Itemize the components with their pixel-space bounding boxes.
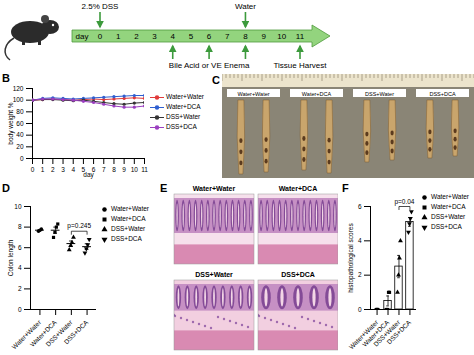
svg-text:120: 120 xyxy=(13,85,24,92)
svg-text:1: 1 xyxy=(41,166,45,173)
svg-text:Water+Water: Water+Water xyxy=(193,185,236,192)
svg-text:0: 0 xyxy=(98,32,103,41)
svg-text:0: 0 xyxy=(358,306,362,313)
svg-text:5: 5 xyxy=(189,32,194,41)
svg-text:0: 0 xyxy=(18,306,22,313)
html-text:DSS+DCA: DSS+DCA xyxy=(166,123,197,130)
html-text:C: C xyxy=(212,74,220,86)
html-text:Water+Water: Water+Water xyxy=(431,193,469,200)
svg-text:6: 6 xyxy=(91,166,96,174)
svg-text:11: 11 xyxy=(141,166,148,173)
svg-text:40: 40 xyxy=(16,131,24,138)
svg-text:9: 9 xyxy=(261,32,266,41)
svg-text:10: 10 xyxy=(131,166,139,173)
svg-text:Tissue Harvest: Tissue Harvest xyxy=(273,61,327,70)
svg-text:2: 2 xyxy=(134,32,139,41)
svg-text:Water: Water xyxy=(235,2,256,11)
html-text:DSS+Water: DSS+Water xyxy=(111,225,146,232)
svg-text:80: 80 xyxy=(16,108,24,115)
svg-text:6: 6 xyxy=(207,32,212,41)
svg-text:day: day xyxy=(76,32,89,41)
html-text:Water+Water: Water+Water xyxy=(166,93,204,100)
svg-text:2.5% DSS: 2.5% DSS xyxy=(82,2,119,11)
svg-text:7: 7 xyxy=(225,32,230,41)
svg-text:0: 0 xyxy=(20,155,24,162)
svg-text:6: 6 xyxy=(358,203,362,210)
svg-text:100: 100 xyxy=(13,96,24,103)
html-text:F: F xyxy=(342,182,349,194)
svg-text:4: 4 xyxy=(358,237,362,244)
html-text:Water+DCA: Water+DCA xyxy=(111,215,146,222)
svg-text:DSS+Water: DSS+Water xyxy=(195,271,233,278)
html-text:D: D xyxy=(2,182,10,194)
svg-text:Water+Water: Water+Water xyxy=(347,318,380,351)
svg-text:9: 9 xyxy=(122,166,126,173)
svg-text:p=0.04: p=0.04 xyxy=(394,198,414,206)
html-text:B: B xyxy=(2,72,10,84)
svg-text:6: 6 xyxy=(18,244,22,251)
svg-text:2: 2 xyxy=(51,166,55,173)
html-text:E: E xyxy=(160,182,168,194)
svg-text:Colon length: Colon length xyxy=(7,239,15,276)
svg-text:0: 0 xyxy=(31,166,35,173)
svg-text:11: 11 xyxy=(296,32,305,41)
svg-text:DSS+DCA: DSS+DCA xyxy=(429,91,455,97)
html-text:DSS+Water: DSS+Water xyxy=(166,113,201,120)
svg-text:DSS+Water: DSS+Water xyxy=(365,91,394,97)
svg-text:DSS+Water: DSS+Water xyxy=(372,318,402,348)
svg-text:2: 2 xyxy=(18,285,22,292)
svg-text:Water+DCA: Water+DCA xyxy=(360,318,391,348)
html-text:DSS+DCA: DSS+DCA xyxy=(431,223,462,230)
svg-text:Water+DCA: Water+DCA xyxy=(28,318,58,348)
html-text:Water+Water: Water+Water xyxy=(111,205,149,212)
svg-text:7: 7 xyxy=(102,166,106,173)
svg-text:Water+Water: Water+Water xyxy=(237,91,269,97)
svg-text:DSS+DCA: DSS+DCA xyxy=(281,271,315,278)
html-text:Water+DCA: Water+DCA xyxy=(166,103,201,110)
svg-text:p=0.245: p=0.245 xyxy=(67,222,91,230)
svg-text:DSS+DCA: DSS+DCA xyxy=(385,318,412,345)
html-text:DSS+DCA: DSS+DCA xyxy=(111,235,142,242)
svg-text:10: 10 xyxy=(277,32,286,41)
svg-text:Water+DCA: Water+DCA xyxy=(279,185,317,192)
svg-text:1: 1 xyxy=(116,32,121,41)
svg-text:DSS+Water: DSS+Water xyxy=(44,318,74,348)
html-text:DSS+Water: DSS+Water xyxy=(431,213,466,220)
svg-text:3: 3 xyxy=(61,166,65,173)
svg-text:3: 3 xyxy=(152,32,157,41)
svg-text:DSS+DCA: DSS+DCA xyxy=(62,318,89,345)
svg-text:10: 10 xyxy=(14,203,22,210)
svg-text:8: 8 xyxy=(18,223,22,230)
svg-text:8: 8 xyxy=(112,166,116,173)
svg-text:body weight %: body weight % xyxy=(7,102,15,144)
svg-text:4: 4 xyxy=(171,32,176,41)
svg-text:20: 20 xyxy=(16,143,24,150)
svg-text:8: 8 xyxy=(243,32,248,41)
svg-text:4: 4 xyxy=(71,166,75,173)
svg-text:Bile Acid or VE Enema: Bile Acid or VE Enema xyxy=(169,61,250,70)
svg-text:day: day xyxy=(83,171,94,179)
svg-text:60: 60 xyxy=(16,120,24,127)
html-text:Water+DCA: Water+DCA xyxy=(431,203,466,210)
svg-text:Water+Water: Water+Water xyxy=(10,318,43,351)
svg-text:Water+DCA: Water+DCA xyxy=(302,91,332,97)
svg-text:4: 4 xyxy=(18,264,22,271)
svg-text:histopathological scores: histopathological scores xyxy=(347,223,355,293)
svg-text:2: 2 xyxy=(358,271,362,278)
